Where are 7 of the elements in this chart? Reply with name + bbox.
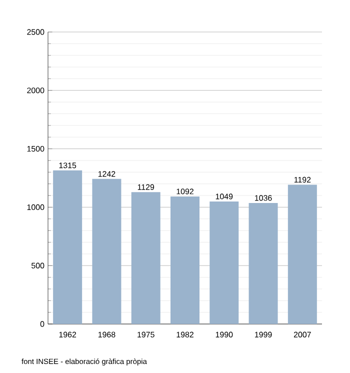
bar [210, 201, 239, 324]
bar [53, 170, 82, 324]
bar [92, 178, 122, 324]
bar [288, 184, 317, 324]
bar [170, 196, 200, 324]
bar [248, 202, 278, 324]
bar [131, 192, 160, 324]
